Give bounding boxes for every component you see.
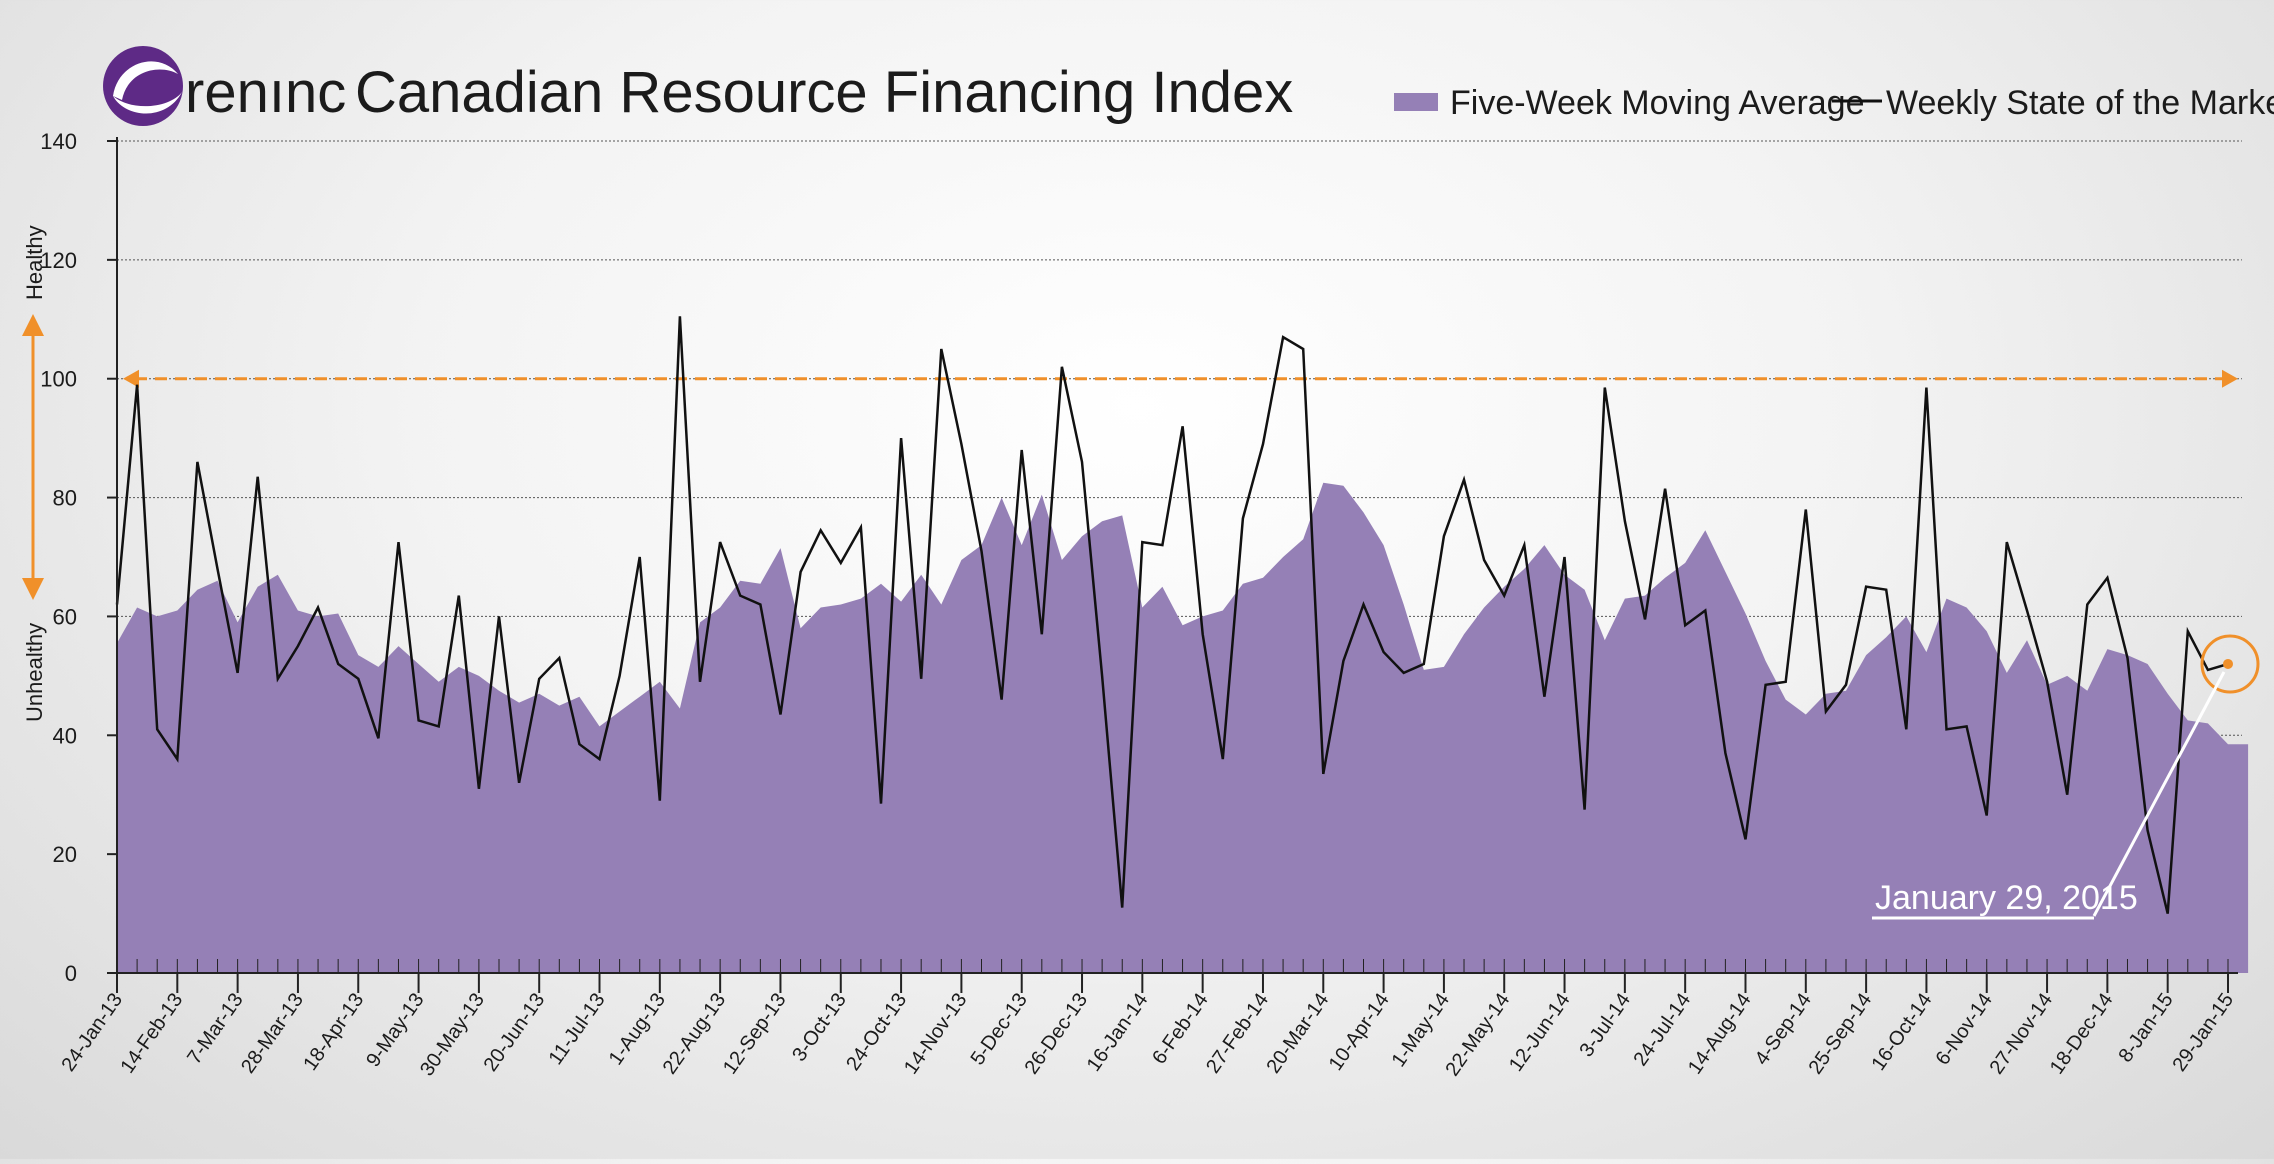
x-tick-label: 18-Apr-13 — [299, 989, 368, 1074]
x-tick-label: 20-Jun-13 — [480, 989, 550, 1075]
y-tick-label: 100 — [40, 367, 77, 392]
moving-average-area — [117, 482, 2249, 973]
x-tick-label: 5-Dec-13 — [967, 989, 1032, 1069]
x-tick-label: 3-Jul-14 — [1575, 989, 1634, 1061]
x-tick-label: 16-Jan-14 — [1083, 989, 1153, 1075]
x-tick-label: 24-Oct-13 — [842, 989, 911, 1074]
logo-swoosh-icon — [113, 61, 178, 100]
x-tick-label: 1-Aug-13 — [605, 989, 670, 1069]
legend-swatch-area — [1394, 93, 1438, 111]
side-label-unhealthy: Unhealthy — [22, 623, 47, 722]
y-tick-label: 40 — [53, 723, 77, 748]
logo-circle-icon — [103, 46, 183, 126]
annotation-leader-line — [2092, 671, 2226, 917]
legend-label-line: Weekly State of the Market — [1886, 84, 2274, 122]
arrow-up-icon — [22, 314, 44, 336]
x-tick-label: 9-May-13 — [362, 989, 428, 1071]
legend: Five-Week Moving Average Weekly State of… — [1394, 84, 2274, 122]
x-tick-label: 16-Oct-14 — [1867, 989, 1936, 1074]
area-series-path — [117, 482, 2249, 973]
x-tick-label: 10-Apr-14 — [1325, 989, 1394, 1074]
x-tick-label: 11-Jul-13 — [545, 989, 610, 1069]
y-tick-label: 140 — [40, 129, 77, 154]
logo-swoosh-lower-icon — [113, 92, 182, 114]
legend-label-area: Five-Week Moving Average — [1450, 84, 1865, 122]
threshold-left-arrow-icon — [123, 369, 139, 388]
threshold-right-arrow-icon — [2222, 369, 2238, 388]
x-tick-label: 6-Nov-14 — [1932, 989, 1997, 1069]
x-tick-label: 24-Jul-14 — [1629, 989, 1695, 1070]
annotation: January 29, 2015 — [1872, 634, 2260, 920]
y-tick-label: 60 — [53, 604, 77, 629]
x-tick-label: 1-May-14 — [1388, 989, 1454, 1071]
y-tick-label: 0 — [65, 961, 77, 986]
x-tick-label: 3-Oct-13 — [788, 989, 851, 1065]
x-tick-label: 29-Jan-15 — [2168, 989, 2238, 1075]
y-tick-label: 80 — [53, 486, 77, 511]
last-point-marker — [2223, 658, 2233, 669]
health-scale: Healthy Unhealthy — [22, 225, 47, 722]
x-tick-label: 24-Jan-13 — [57, 989, 127, 1075]
annotation-label: January 29, 2015 — [1875, 879, 2138, 917]
x-tick-label: 8-Jan-15 — [2114, 989, 2177, 1066]
x-tick-label: 28-Mar-13 — [237, 989, 308, 1077]
arrow-down-icon — [22, 578, 44, 600]
x-tick-label: 6-Feb-14 — [1148, 989, 1213, 1068]
side-label-healthy: Healthy — [22, 225, 47, 300]
x-tick-label: 4-Sep-14 — [1751, 989, 1816, 1069]
x-tick-label: 12-Jun-14 — [1505, 989, 1575, 1075]
x-tick-label: 14-Feb-13 — [116, 989, 187, 1077]
last-point-highlight-ring — [2200, 634, 2260, 694]
threshold — [123, 369, 2238, 388]
y-tick-label: 120 — [40, 248, 77, 273]
y-tick-label: 20 — [53, 842, 77, 867]
weekly-line — [115, 316, 2229, 914]
chart-title: Canadian Resource Financing Index — [355, 60, 1293, 125]
x-tick-label: 7-Mar-13 — [183, 989, 248, 1068]
x-tick-label: 20-Mar-14 — [1262, 989, 1333, 1077]
brand-name: renınc — [185, 60, 346, 125]
line-series-path — [115, 316, 2229, 914]
orenic-logo — [103, 46, 183, 126]
